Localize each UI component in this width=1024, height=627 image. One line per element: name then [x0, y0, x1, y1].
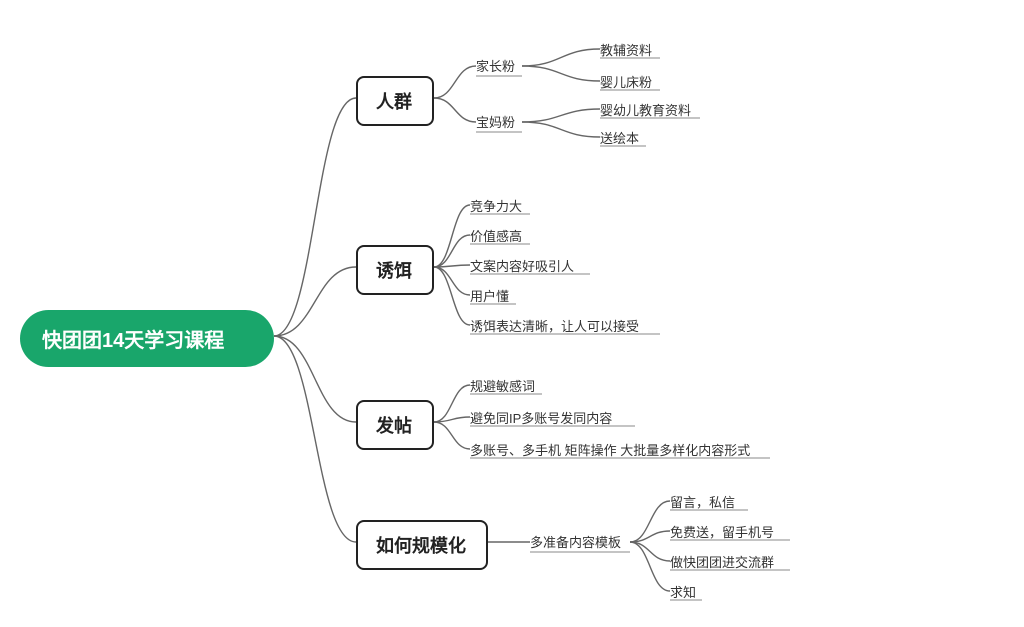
leaf-node-11: 多账号、多手机 矩阵操作 大批量多样化内容形式 — [470, 440, 770, 459]
leaf-node-14: 做快团团进交流群 — [670, 552, 790, 571]
branch-node-0: 人群 — [356, 76, 434, 126]
leaf-node-7: 用户懂 — [470, 286, 516, 305]
branch-node-1: 诱饵 — [356, 245, 434, 295]
mindmap-canvas: 快团团14天学习课程 人群诱饵发帖如何规模化 家长粉宝妈粉多准备内容模板 教辅资料婴… — [0, 0, 1024, 627]
leaf-node-8: 诱饵表达清晰，让人可以接受 — [470, 316, 660, 335]
mid-node-1: 宝妈粉 — [476, 112, 522, 131]
leaf-node-2: 婴幼儿教育资料 — [600, 100, 700, 119]
leaf-node-6: 文案内容好吸引人 — [470, 256, 590, 275]
leaf-node-15: 求知 — [670, 582, 702, 601]
mid-node-0: 家长粉 — [476, 56, 522, 75]
leaf-node-13: 免费送，留手机号 — [670, 522, 790, 541]
root-node: 快团团14天学习课程 — [20, 310, 274, 367]
mid-node-2: 多准备内容模板 — [530, 532, 630, 551]
leaf-node-5: 价值感高 — [470, 226, 530, 245]
leaf-node-10: 避免同IP多账号发同内容 — [470, 408, 635, 427]
branch-node-3: 如何规模化 — [356, 520, 488, 570]
leaf-node-9: 规避敏感词 — [470, 376, 542, 395]
leaf-node-4: 竞争力大 — [470, 196, 530, 215]
leaf-node-1: 婴儿床粉 — [600, 72, 660, 91]
branch-node-2: 发帖 — [356, 400, 434, 450]
leaf-node-3: 送绘本 — [600, 128, 646, 147]
leaf-node-0: 教辅资料 — [600, 40, 660, 59]
leaf-node-12: 留言，私信 — [670, 492, 748, 511]
